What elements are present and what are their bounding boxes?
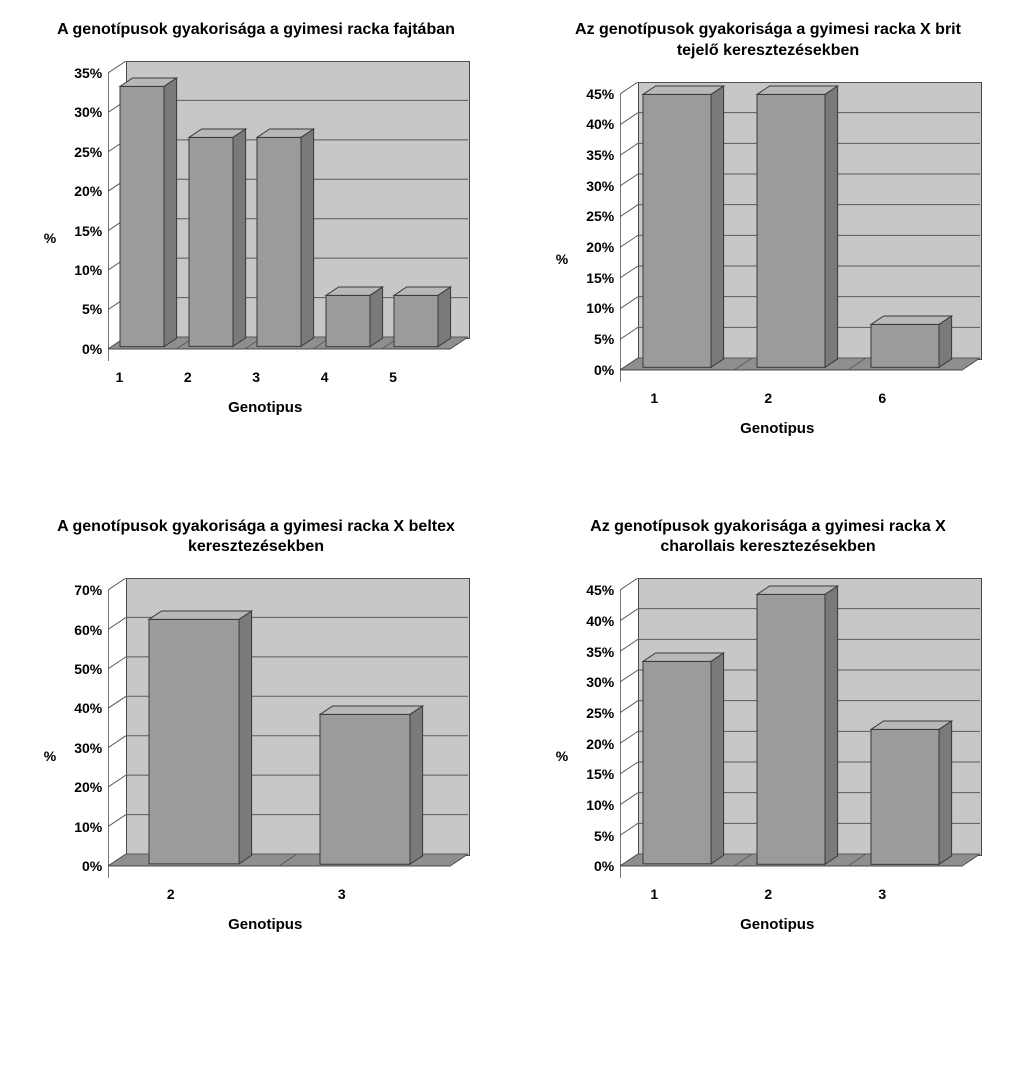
- bar: [257, 131, 314, 348]
- bar: [643, 655, 724, 866]
- y-tick: 30%: [586, 674, 614, 690]
- y-axis-label: %: [556, 251, 568, 267]
- chart-0: A genotípusok gyakorisága a gyimesi rack…: [20, 20, 492, 437]
- y-tick: 0%: [82, 858, 102, 874]
- plot-area: [108, 578, 468, 878]
- y-tick: 10%: [74, 819, 102, 835]
- y-tick: 70%: [74, 582, 102, 598]
- y-tick: 5%: [82, 301, 102, 317]
- x-tick-label: 2: [85, 886, 256, 902]
- y-tick: 0%: [594, 362, 614, 378]
- bar: [871, 318, 952, 369]
- y-tick: 10%: [74, 262, 102, 278]
- y-tick: 40%: [74, 700, 102, 716]
- y-tick: 60%: [74, 622, 102, 638]
- plot-area: [108, 61, 468, 361]
- chart-3: Az genotípusok gyakorisága a gyimesi rac…: [532, 517, 1004, 934]
- x-axis-title: Genotipus: [228, 916, 302, 933]
- x-axis-title: Genotipus: [740, 916, 814, 933]
- y-tick: 5%: [594, 828, 614, 844]
- y-tick: 5%: [594, 331, 614, 347]
- y-tick: 10%: [586, 797, 614, 813]
- y-tick: 40%: [586, 116, 614, 132]
- bar: [643, 88, 724, 369]
- y-tick: 40%: [586, 613, 614, 629]
- x-tick-label: 2: [154, 369, 222, 385]
- y-tick: 15%: [74, 223, 102, 239]
- chart-2: A genotípusok gyakorisága a gyimesi rack…: [20, 517, 492, 934]
- y-tick: 0%: [82, 341, 102, 357]
- y-axis-label: %: [44, 230, 56, 246]
- y-tick: 20%: [74, 779, 102, 795]
- bar: [326, 289, 383, 349]
- bar: [394, 289, 451, 349]
- y-tick: 20%: [586, 239, 614, 255]
- y-axis-label: %: [44, 748, 56, 764]
- x-tick-label: 2: [711, 390, 825, 406]
- y-tick: 15%: [586, 270, 614, 286]
- x-tick-label: 1: [85, 369, 153, 385]
- x-tick-label: 3: [256, 886, 427, 902]
- chart-title: A genotípusok gyakorisága a gyimesi rack…: [46, 517, 466, 559]
- y-tick: 10%: [586, 300, 614, 316]
- y-tick: 25%: [586, 208, 614, 224]
- chart-title: A genotípusok gyakorisága a gyimesi rack…: [57, 20, 455, 41]
- bar: [757, 88, 838, 369]
- bar: [320, 708, 423, 866]
- bar: [757, 588, 838, 866]
- x-axis-title: Genotipus: [740, 420, 814, 437]
- x-tick-label: 5: [359, 369, 427, 385]
- chart-title: Az genotípusok gyakorisága a gyimesi rac…: [558, 20, 978, 62]
- y-tick: 30%: [586, 178, 614, 194]
- x-tick-label: 1: [597, 886, 711, 902]
- bar: [189, 131, 246, 348]
- y-tick: 0%: [594, 858, 614, 874]
- y-tick: 35%: [74, 65, 102, 81]
- x-tick-label: 3: [825, 886, 939, 902]
- y-tick: 20%: [586, 736, 614, 752]
- x-axis-title: Genotipus: [228, 399, 302, 416]
- chart-title: Az genotípusok gyakorisága a gyimesi rac…: [558, 517, 978, 559]
- x-tick-label: 6: [825, 390, 939, 406]
- x-tick-label: 1: [597, 390, 711, 406]
- y-tick: 25%: [74, 144, 102, 160]
- bar: [871, 723, 952, 866]
- x-tick-label: 4: [290, 369, 358, 385]
- plot-area: [620, 578, 980, 878]
- x-tick-label: 3: [222, 369, 290, 385]
- y-tick: 25%: [586, 705, 614, 721]
- y-tick: 20%: [74, 183, 102, 199]
- y-tick: 35%: [586, 147, 614, 163]
- x-tick-label: 2: [711, 886, 825, 902]
- y-tick: 50%: [74, 661, 102, 677]
- y-tick: 30%: [74, 104, 102, 120]
- bar: [149, 613, 252, 866]
- chart-1: Az genotípusok gyakorisága a gyimesi rac…: [532, 20, 1004, 437]
- y-axis-label: %: [556, 748, 568, 764]
- plot-area: [620, 82, 980, 382]
- y-tick: 45%: [586, 582, 614, 598]
- y-tick: 45%: [586, 86, 614, 102]
- y-tick: 15%: [586, 766, 614, 782]
- y-tick: 30%: [74, 740, 102, 756]
- bar: [120, 80, 177, 349]
- y-tick: 35%: [586, 644, 614, 660]
